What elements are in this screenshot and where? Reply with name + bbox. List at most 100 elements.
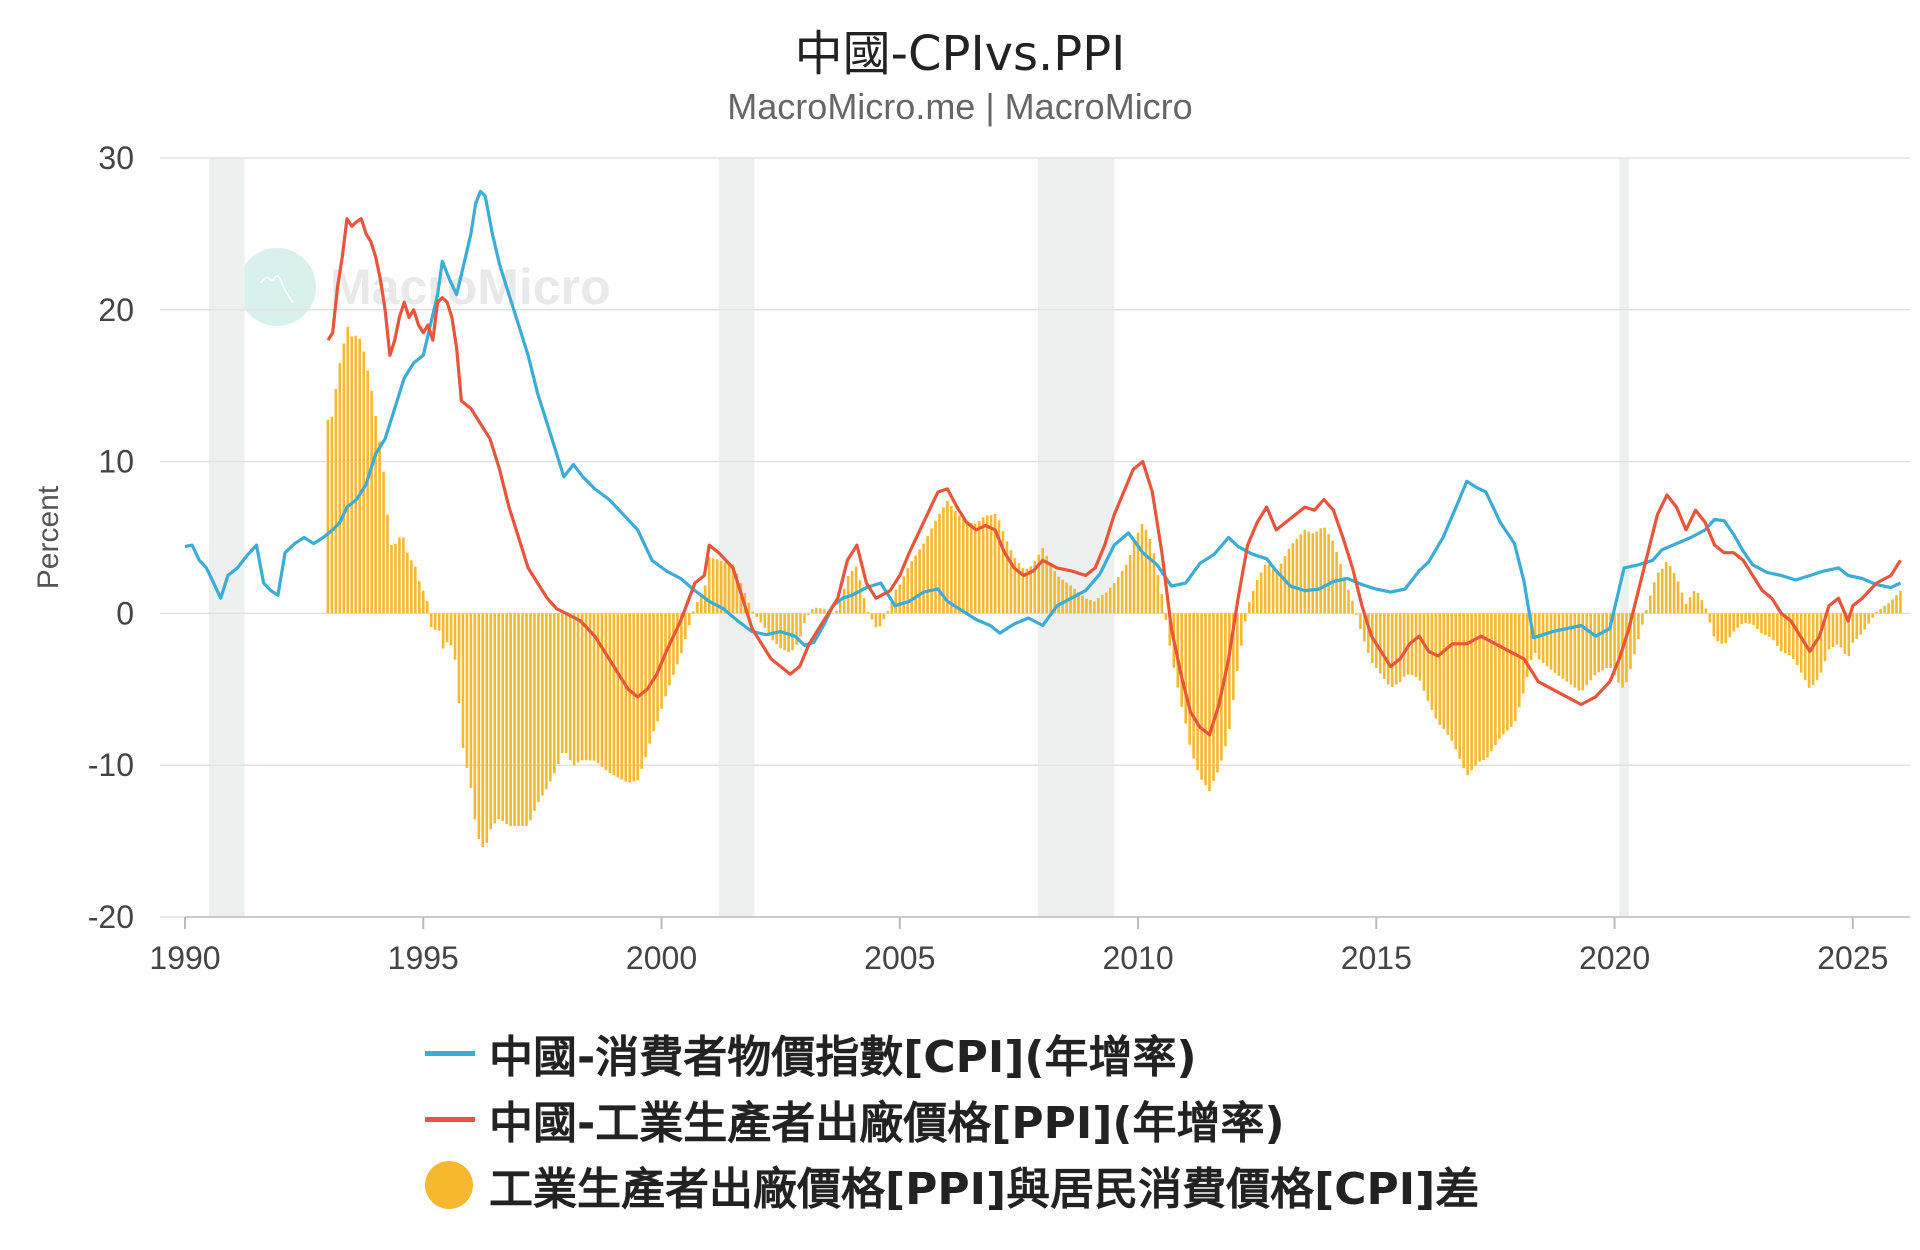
- spread-bar: [1660, 568, 1664, 614]
- spread-bar: [803, 613, 806, 624]
- spread-bar: [1180, 613, 1184, 707]
- spread-bar: [1239, 613, 1243, 646]
- y-tick-label: 0: [116, 595, 134, 631]
- recession-band-2: [1037, 158, 1115, 917]
- spread-bar: [1275, 570, 1279, 614]
- spread-bar: [1521, 613, 1525, 694]
- spread-bar: [1382, 613, 1386, 680]
- spread-bar: [366, 370, 369, 614]
- spread-bar: [596, 613, 600, 764]
- spread-bar: [1466, 613, 1469, 775]
- y-tick-label: -20: [88, 899, 134, 935]
- spread-bar: [842, 588, 846, 614]
- spread-bar: [1823, 613, 1827, 662]
- spread-bar: [549, 613, 552, 782]
- spread-bar: [1390, 613, 1394, 687]
- spread-bar: [946, 501, 949, 614]
- spread-bar: [1593, 613, 1597, 676]
- spread-bar: [1478, 613, 1481, 762]
- spread-bar: [1474, 613, 1477, 766]
- spread-bar: [1124, 564, 1128, 614]
- spread-bar: [1525, 613, 1529, 678]
- spread-bar: [509, 613, 512, 826]
- spread-bar: [1772, 613, 1775, 641]
- cpi-line: [184, 189, 1902, 647]
- spread-bar: [1204, 613, 1207, 786]
- spread-bar: [1168, 613, 1172, 646]
- legend-item-cpi[interactable]: 中國-消費者物價指數[CPI](年增率): [425, 1020, 1479, 1086]
- spread-bar: [850, 570, 854, 614]
- spread-bar: [1299, 534, 1303, 614]
- y-tick-label: 30: [98, 140, 134, 176]
- spread-bar: [1251, 590, 1255, 614]
- spread-bar: [954, 511, 957, 614]
- series-lines: [184, 189, 1902, 737]
- spread-bar: [624, 613, 628, 782]
- spread-bar: [1585, 613, 1589, 686]
- spread-bar: [572, 613, 576, 766]
- spread-bar: [926, 535, 929, 614]
- spread-bar: [1712, 613, 1716, 637]
- spread-bar: [1339, 564, 1342, 614]
- y-axis-label: Percent: [32, 485, 65, 589]
- spread-bar: [838, 602, 842, 614]
- spread-bar: [1077, 592, 1080, 614]
- spread-bar: [1851, 613, 1855, 643]
- spread-bar: [1081, 595, 1084, 614]
- spread-bar: [1426, 613, 1430, 701]
- spread-bar: [1041, 548, 1045, 614]
- spread-bar: [1629, 613, 1632, 670]
- spread-bar: [815, 607, 818, 614]
- spread-bar: [1577, 613, 1581, 691]
- spread-bar: [1085, 598, 1088, 614]
- spread-bar: [1259, 572, 1263, 614]
- spread-bar: [1732, 613, 1735, 632]
- spread-bar: [346, 326, 350, 614]
- spread-bar: [1835, 613, 1839, 645]
- spread-bar: [1418, 613, 1422, 681]
- spread-bar: [1494, 613, 1497, 745]
- spread-bar: [699, 596, 703, 614]
- spread-bar: [862, 598, 866, 614]
- spread-bar: [695, 602, 699, 614]
- spread-bar: [568, 613, 572, 761]
- spread-bar: [763, 613, 767, 628]
- spread-bar: [1271, 568, 1275, 614]
- spread-bar: [481, 613, 485, 848]
- spread-bar: [1414, 613, 1418, 678]
- spread-bar: [1462, 613, 1465, 769]
- y-tick-label: 20: [98, 292, 134, 328]
- spread-bar: [1307, 531, 1311, 614]
- spread-bar: [1148, 539, 1152, 614]
- spread-bar: [1323, 527, 1326, 614]
- spread-bar: [1438, 613, 1442, 726]
- spread-bar: [1680, 592, 1684, 614]
- spread-bar: [902, 576, 906, 614]
- spread-bar: [1132, 541, 1136, 614]
- spread-bar: [858, 580, 862, 614]
- spread-bar: [1724, 613, 1728, 644]
- spread-bar: [330, 416, 334, 614]
- spread-bar: [1176, 613, 1180, 688]
- spread-bar: [1502, 613, 1505, 735]
- spread-bar: [533, 613, 536, 811]
- recession-band-0: [208, 158, 245, 917]
- spread-bar: [1815, 613, 1819, 681]
- legend-item-spread[interactable]: 工業生產者出廠價格[PPI]與居民消費價格[CPI]差: [425, 1152, 1479, 1218]
- spread-bar: [747, 602, 751, 614]
- spread-bar: [545, 613, 548, 790]
- spread-bar: [878, 613, 882, 627]
- spread-bar: [1315, 531, 1319, 614]
- spread-bar: [1517, 613, 1521, 708]
- spread-bar: [1601, 613, 1604, 671]
- spread-bar: [680, 613, 683, 654]
- spread-bar: [1208, 613, 1211, 792]
- spread-bar: [485, 613, 489, 843]
- legend-item-ppi[interactable]: 中國-工業生產者出廠價格[PPI](年增率): [425, 1086, 1479, 1152]
- x-tick-label: 2005: [864, 940, 935, 976]
- recession-band-1: [718, 158, 755, 917]
- spread-bar: [1740, 613, 1743, 625]
- spread-bar: [1450, 613, 1454, 741]
- spread-bar: [1545, 613, 1549, 667]
- spread-bar: [1843, 613, 1847, 654]
